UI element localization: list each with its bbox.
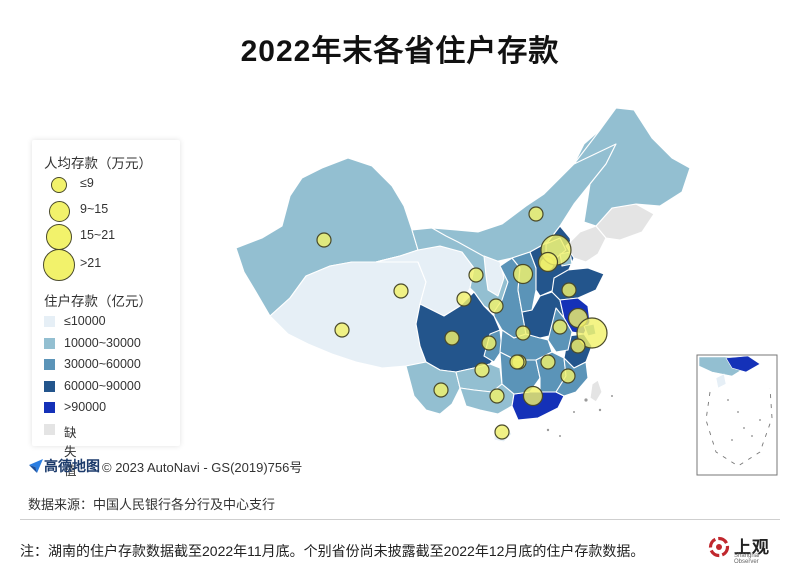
size-legend-label: ≤9 (80, 176, 94, 190)
logo-ring-icon (708, 536, 730, 558)
bubble-27 (540, 354, 556, 370)
size-legend-circle (43, 249, 75, 281)
color-legend-label: 30000~60000 (64, 357, 141, 372)
color-legend-label: >90000 (64, 400, 107, 415)
data-source: 数据来源：中国人民银行各分行及中心支行 (28, 497, 276, 512)
inset-island-5 (731, 439, 733, 441)
size-legend-title: 人均存款（万元） (44, 156, 152, 171)
inset-boundary-line (705, 387, 773, 467)
bubble-layer (316, 206, 608, 440)
color-legend-swatch (44, 424, 55, 435)
island-1 (584, 398, 588, 402)
size-legend-item-3: 15~21 (32, 224, 180, 250)
province-29 (565, 225, 607, 263)
bubble-4 (456, 291, 472, 307)
bubble-7 (488, 298, 504, 314)
logo-subtext: Shanghai Observer (734, 553, 760, 565)
color-legend-label: ≤10000 (64, 314, 106, 328)
island-5 (573, 411, 575, 413)
footnote: 注：湖南的住户存款数据截至2022年11月底。个别省份尚未披露截至2022年12… (20, 543, 645, 559)
inset-island-3 (743, 427, 745, 429)
chart-title: 2022年末各省住户存款 (240, 35, 560, 68)
bubble-26 (552, 319, 568, 335)
bubble-18 (512, 263, 534, 285)
amap-arrow-icon (29, 459, 43, 473)
province-regions (235, 107, 691, 443)
province-6 (483, 255, 505, 297)
bubble-12 (489, 388, 505, 404)
bubble-8 (444, 330, 460, 346)
inset-island-6 (759, 419, 761, 421)
amap-logo: 高德地图 (28, 456, 100, 476)
bubble-25 (570, 338, 586, 354)
island-2 (598, 408, 602, 412)
logo-text: 上观 (734, 538, 770, 557)
bubble-28 (560, 368, 576, 384)
inset-guangdong (725, 355, 761, 373)
inset-island-4 (751, 435, 753, 437)
inset-hainan (715, 373, 727, 389)
size-legend-item-2: 9~15 (32, 198, 180, 222)
size-legend-circle (51, 177, 67, 193)
legend-panel: 人均存款（万元） ≤9 9~15 15~21 >21 住户存款（亿元） ≤10000 1… (32, 140, 180, 478)
color-legend-swatch (44, 316, 55, 327)
province-31 (573, 107, 691, 227)
size-legend-label: 9~15 (80, 202, 109, 216)
inset-frame (696, 354, 778, 476)
bubble-22 (561, 282, 577, 298)
color-legend-label: 10000~30000 (64, 335, 141, 350)
bubble-17 (515, 325, 531, 341)
color-legend-swatch (44, 380, 55, 392)
size-legend-item-1: ≤9 (32, 172, 180, 196)
coast-decoration (546, 395, 613, 437)
copyright-text: © 2023 AutoNavi - GS(2019)756号 (102, 459, 303, 475)
color-legend-swatch (44, 359, 55, 371)
amap-brand-text: 高德地图 (44, 458, 100, 474)
island-3 (546, 428, 550, 432)
inset-island-2 (737, 411, 739, 413)
size-legend-label: >21 (80, 256, 102, 270)
inset-island-1 (727, 399, 729, 401)
color-legend-label: 缺失值 (64, 426, 77, 478)
size-legend-circle (46, 224, 72, 250)
province-10 (405, 361, 461, 415)
bubble-2 (334, 322, 350, 338)
bubble-21 (537, 251, 559, 273)
bubble-1 (316, 232, 332, 248)
size-legend-label: 15~21 (80, 228, 116, 242)
province-32 (589, 379, 603, 403)
map-attribution: 高德地图 © 2023 AutoNavi - GS(2019)756号 (28, 456, 302, 476)
island-6 (611, 395, 613, 397)
color-legend-swatch (44, 402, 55, 414)
island-4 (559, 435, 561, 437)
bubble-9 (481, 335, 497, 351)
color-legend-swatch (44, 337, 55, 349)
bubble-14 (494, 424, 510, 440)
divider (20, 519, 780, 520)
color-legend-title: 住户存款（亿元） (44, 294, 152, 309)
bubble-3 (393, 283, 409, 299)
south-china-sea-inset (696, 354, 778, 476)
bubble-13 (522, 385, 544, 407)
size-legend-item-4: >21 (32, 249, 180, 281)
bubble-16 (509, 354, 525, 370)
bubble-10 (433, 382, 449, 398)
bubble-5 (528, 206, 544, 222)
color-legend-label: 60000~90000 (64, 378, 141, 393)
bubble-6 (468, 267, 484, 283)
bubble-24 (576, 317, 608, 349)
size-legend-circle (48, 200, 70, 222)
shanghai-observer-logo: 上观 Shanghai Observer (708, 532, 778, 565)
bubble-11 (474, 362, 490, 378)
